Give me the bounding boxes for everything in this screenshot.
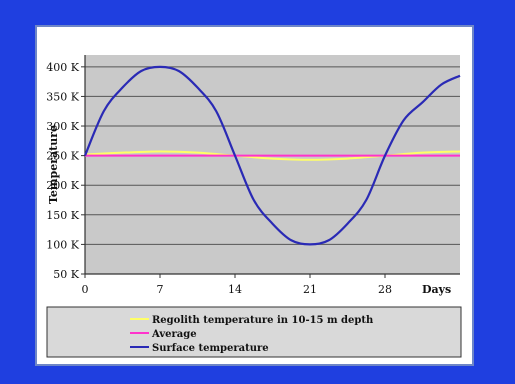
series-lines xyxy=(83,65,461,246)
y-tick-label: 300 K xyxy=(46,120,79,133)
plot-area xyxy=(85,55,460,274)
chart-panel: 50 K 100 K 150 K 200 K 250 K 300 K 350 K 400 K 0… xyxy=(35,25,474,366)
x-tick-label: 7 xyxy=(157,283,164,296)
legend-item-surface-label: Surface temperature xyxy=(152,343,269,354)
x-tick-label: 0 xyxy=(82,283,89,296)
legend-box xyxy=(46,306,462,358)
x-axis-label: Days xyxy=(422,283,451,296)
x-tick-label: 14 xyxy=(228,283,242,296)
x-tick-label: 21 xyxy=(303,283,317,296)
tick-labels: 50 K 100 K 150 K 200 K 250 K 300 K 350 K 400 K 0… xyxy=(46,61,392,296)
series-line-surface xyxy=(83,65,461,246)
x-tick-label: 28 xyxy=(378,283,392,296)
y-tick-label: 50 K xyxy=(53,268,79,281)
y-axis-label: Temperature xyxy=(47,125,60,204)
legend: Regolith temperature in 10-15 m depth Ave… xyxy=(46,306,462,358)
y-tick-label: 250 K xyxy=(46,150,79,163)
axes xyxy=(84,55,460,278)
y-tick-label: 100 K xyxy=(46,238,79,251)
y-tick-label: 350 K xyxy=(46,90,79,103)
legend-item-average-label: Average xyxy=(151,329,197,340)
y-tick-label: 150 K xyxy=(46,209,79,222)
temperature-chart: 50 K 100 K 150 K 200 K 250 K 300 K 350 K 400 K 0… xyxy=(37,27,472,364)
y-tick-label: 200 K xyxy=(46,179,79,192)
legend-item-regolith-label: Regolith temperature in 10-15 m depth xyxy=(152,315,374,326)
y-tick-label: 400 K xyxy=(46,61,79,74)
